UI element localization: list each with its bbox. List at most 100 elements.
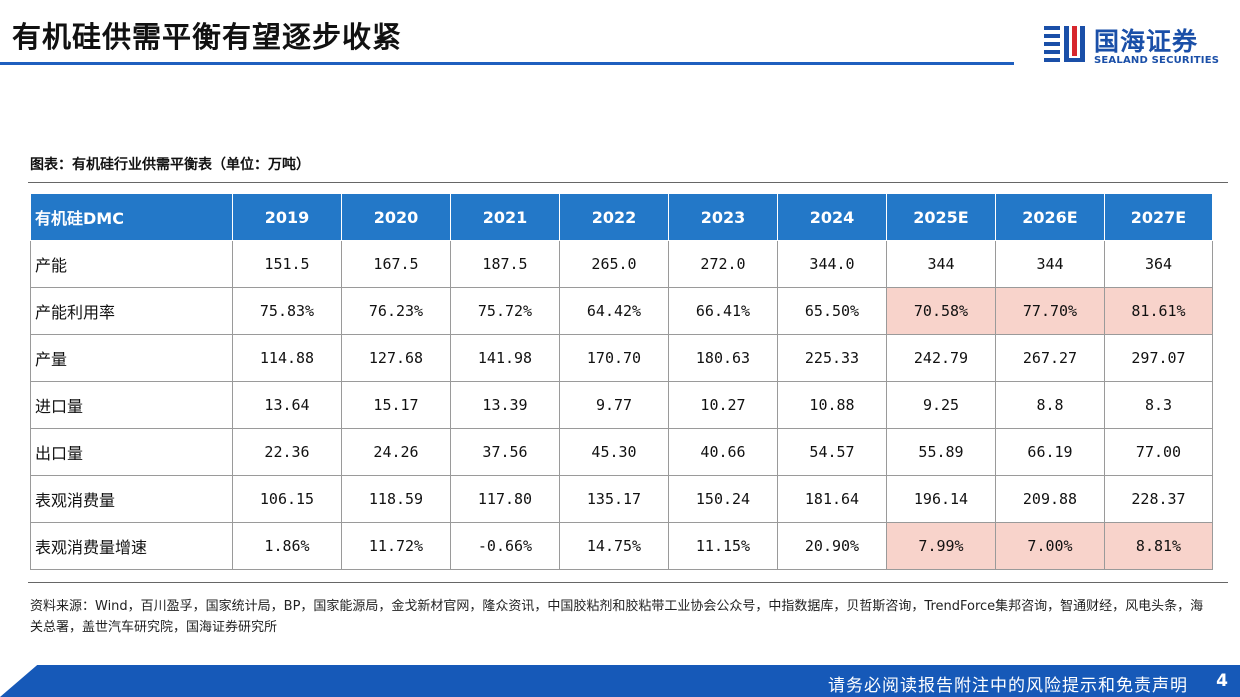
table-cell: 135.17 [559, 475, 669, 523]
table-cell: 77.70% [995, 287, 1105, 335]
table-cell: 7.99% [886, 522, 996, 570]
table-cell: 1.86% [232, 522, 342, 570]
table-cell: -0.66% [450, 522, 560, 570]
source-divider [28, 582, 1228, 583]
table-cell: 13.39 [450, 381, 560, 429]
year-header: 2021 [450, 193, 560, 241]
table-cell: 66.41% [668, 287, 778, 335]
row-label: 表观消费量 [30, 475, 233, 523]
table-cell: 150.24 [668, 475, 778, 523]
table-cell: 15.17 [341, 381, 451, 429]
table-cell: 9.77 [559, 381, 669, 429]
table-cell: 228.37 [1104, 475, 1213, 523]
table-cell: 180.63 [668, 334, 778, 382]
table-cell: 170.70 [559, 334, 669, 382]
table-cell: 267.27 [995, 334, 1105, 382]
table-cell: 344 [995, 240, 1105, 288]
table-cell: 11.15% [668, 522, 778, 570]
year-header: 2025E [886, 193, 996, 241]
row-label: 进口量 [30, 381, 233, 429]
table-corner-header: 有机硅DMC [30, 193, 233, 241]
page-title: 有机硅供需平衡有望逐步收紧 [12, 20, 403, 54]
table-cell: 65.50% [777, 287, 887, 335]
table-cell: 344 [886, 240, 996, 288]
logo-english-name: SEALAND SECURITIES [1094, 55, 1220, 66]
table-cell: 118.59 [341, 475, 451, 523]
table-cell: 272.0 [668, 240, 778, 288]
table-cell: 70.58% [886, 287, 996, 335]
table-caption: 图表：有机硅行业供需平衡表（单位：万吨） [30, 157, 310, 173]
table-cell: 8.81% [1104, 522, 1213, 570]
footer-bar [0, 665, 1240, 697]
year-header: 2019 [232, 193, 342, 241]
table-cell: 364 [1104, 240, 1213, 288]
table-cell: 75.72% [450, 287, 560, 335]
table-cell: 106.15 [232, 475, 342, 523]
table-cell: 11.72% [341, 522, 451, 570]
table-cell: 7.00% [995, 522, 1105, 570]
table-row: 产量 114.88 127.68 141.98 170.70 180.63 22… [30, 334, 1213, 382]
table-cell: 225.33 [777, 334, 887, 382]
table-cell: 151.5 [232, 240, 342, 288]
table-cell: 45.30 [559, 428, 669, 476]
table-cell: 24.26 [341, 428, 451, 476]
table-cell: 22.36 [232, 428, 342, 476]
table-row: 产能 151.5 167.5 187.5 265.0 272.0 344.0 3… [30, 240, 1213, 288]
table-cell: 10.27 [668, 381, 778, 429]
year-header: 2024 [777, 193, 887, 241]
footer-disclaimer: 请务必阅读报告附注中的风险提示和免责声明 [828, 676, 1188, 696]
row-label: 产能利用率 [30, 287, 233, 335]
table-cell: 14.75% [559, 522, 669, 570]
table-cell: 141.98 [450, 334, 560, 382]
table-cell: 13.64 [232, 381, 342, 429]
table-cell: 117.80 [450, 475, 560, 523]
table-cell: 75.83% [232, 287, 342, 335]
table-cell: 114.88 [232, 334, 342, 382]
table-cell: 209.88 [995, 475, 1105, 523]
table-cell: 76.23% [341, 287, 451, 335]
sealand-logo-icon [1044, 26, 1085, 62]
table-cell: 187.5 [450, 240, 560, 288]
table-row: 出口量 22.36 24.26 37.56 45.30 40.66 54.57 … [30, 428, 1213, 476]
year-header: 2023 [668, 193, 778, 241]
row-label: 表观消费量增速 [30, 522, 233, 570]
table-header-row: 有机硅DMC 2019 2020 2021 2022 2023 2024 202… [30, 193, 1213, 241]
year-header: 2026E [995, 193, 1105, 241]
source-note: 资料来源：Wind，百川盈孚，国家统计局，BP，国家能源局，金戈新材官网，隆众资… [30, 599, 1204, 635]
table-cell: 66.19 [995, 428, 1105, 476]
table-cell: 167.5 [341, 240, 451, 288]
table-cell: 265.0 [559, 240, 669, 288]
table-cell: 77.00 [1104, 428, 1213, 476]
year-header: 2020 [341, 193, 451, 241]
table-cell: 196.14 [886, 475, 996, 523]
title-divider [0, 62, 1014, 65]
table-cell: 64.42% [559, 287, 669, 335]
company-logo: 国海证券 SEALAND SECURITIES [1042, 20, 1232, 68]
logo-chinese-name: 国海证券 [1094, 27, 1199, 56]
table-cell: 344.0 [777, 240, 887, 288]
table-cell: 9.25 [886, 381, 996, 429]
table-cell: 127.68 [341, 334, 451, 382]
supply-demand-table: 有机硅DMC 2019 2020 2021 2022 2023 2024 202… [30, 193, 1213, 570]
table-row: 产能利用率 75.83% 76.23% 75.72% 64.42% 66.41%… [30, 287, 1213, 335]
year-header: 2027E [1104, 193, 1213, 241]
table-cell: 8.8 [995, 381, 1105, 429]
table-cell: 181.64 [777, 475, 887, 523]
table-cell: 20.90% [777, 522, 887, 570]
table-cell: 81.61% [1104, 287, 1213, 335]
table-cell: 54.57 [777, 428, 887, 476]
table-cell: 40.66 [668, 428, 778, 476]
page-number: 4 [1216, 671, 1228, 691]
table-row: 表观消费量 106.15 118.59 117.80 135.17 150.24… [30, 475, 1213, 523]
year-header: 2022 [559, 193, 669, 241]
row-label: 产能 [30, 240, 233, 288]
caption-divider [28, 182, 1228, 183]
table-row: 表观消费量增速 1.86% 11.72% -0.66% 14.75% 11.15… [30, 522, 1213, 570]
table-cell: 297.07 [1104, 334, 1213, 382]
table-cell: 10.88 [777, 381, 887, 429]
table-cell: 8.3 [1104, 381, 1213, 429]
table-cell: 55.89 [886, 428, 996, 476]
table-cell: 242.79 [886, 334, 996, 382]
table-row: 进口量 13.64 15.17 13.39 9.77 10.27 10.88 9… [30, 381, 1213, 429]
table-cell: 37.56 [450, 428, 560, 476]
